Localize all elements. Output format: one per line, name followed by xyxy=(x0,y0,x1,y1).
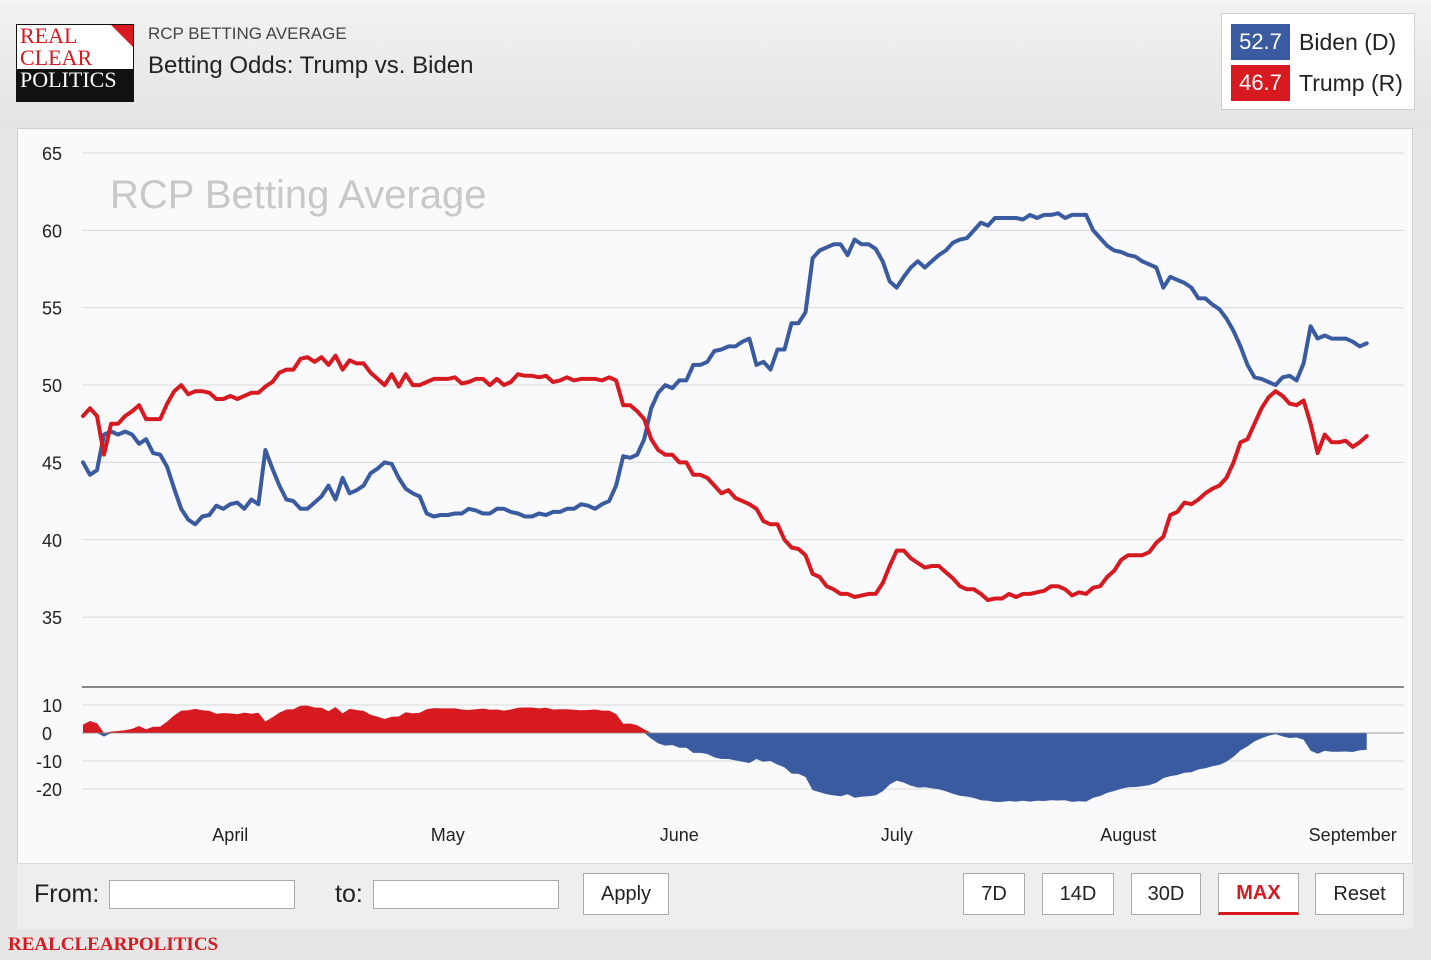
trump-series-line[interactable] xyxy=(81,353,1369,603)
y-tick-label: 40 xyxy=(42,531,62,551)
spread-area-trump-lead xyxy=(83,705,1367,733)
date-range-controls: From: to: xyxy=(17,863,1413,929)
spread-area xyxy=(82,705,1404,802)
legend-value-trump: 46.7 xyxy=(1231,65,1290,101)
legend-value-biden: 52.7 xyxy=(1231,24,1290,60)
spread-y-tick-label: 10 xyxy=(42,696,62,716)
realclearpolitics-logo[interactable]: REAL CLEAR POLITICS xyxy=(16,24,134,102)
y-tick-label: 65 xyxy=(42,144,62,164)
from-date-input[interactable] xyxy=(109,880,295,909)
to-label: to: xyxy=(335,880,363,908)
spread-y-tick-label: -10 xyxy=(36,752,62,772)
biden-series-line[interactable] xyxy=(81,211,1369,527)
y-tick-label: 45 xyxy=(42,453,62,473)
x-month-label: September xyxy=(1309,825,1397,845)
x-axis-month-labels: April May June July August September xyxy=(212,825,1396,845)
to-date-input[interactable] xyxy=(373,880,559,909)
betting-odds-chart[interactable]: RCP Betting Average 65 60 55 50 45 40 35 10 0 -10… xyxy=(0,0,1431,860)
legend-label-trump: Trump (R) xyxy=(1299,69,1403,96)
logo-line-1: REAL xyxy=(17,25,133,47)
y-axis-ticks: 65 60 55 50 45 40 35 10 0 -10 -20 xyxy=(36,144,62,800)
chart-watermark: RCP Betting Average xyxy=(110,173,487,217)
from-label: From: xyxy=(34,880,100,908)
range-30d-button[interactable]: 30D xyxy=(1131,873,1201,915)
y-tick-label: 60 xyxy=(42,221,62,241)
legend-label-biden: Biden (D) xyxy=(1299,28,1397,55)
apply-button[interactable]: Apply xyxy=(583,873,669,915)
spread-area-biden-lead xyxy=(83,733,1367,802)
range-max-button[interactable]: MAX xyxy=(1218,873,1299,915)
logo-line-2: CLEAR xyxy=(17,47,133,69)
legend-item-trump[interactable]: 46.7 Trump (R) xyxy=(1231,65,1403,101)
x-month-label: June xyxy=(660,825,699,845)
x-month-label: August xyxy=(1100,825,1156,845)
y-tick-label: 50 xyxy=(42,376,62,396)
legend-item-biden[interactable]: 52.7 Biden (D) xyxy=(1231,24,1396,60)
chart-supertitle: RCP BETTING AVERAGE xyxy=(148,24,347,43)
reset-button[interactable]: Reset xyxy=(1315,873,1404,915)
spread-y-tick-label: -20 xyxy=(36,780,62,800)
chart-title: Betting Odds: Trump vs. Biden xyxy=(148,52,474,79)
range-14d-button[interactable]: 14D xyxy=(1042,873,1114,915)
footer-logo[interactable]: REALCLEARPOLITICS xyxy=(8,934,219,955)
y-tick-label: 55 xyxy=(42,299,62,319)
legend-box: 52.7 Biden (D) 46.7 Trump (R) xyxy=(1221,13,1415,110)
x-month-label: April xyxy=(212,825,248,845)
logo-corner-flag xyxy=(111,25,133,47)
header: REAL CLEAR POLITICS RCP BETTING AVERAGE … xyxy=(0,0,1431,125)
x-month-label: May xyxy=(431,825,465,845)
logo-line-3: POLITICS xyxy=(17,69,133,91)
series-lines xyxy=(81,211,1369,603)
spread-y-tick-label: 0 xyxy=(42,724,52,744)
range-7d-button[interactable]: 7D xyxy=(963,873,1025,915)
y-tick-label: 35 xyxy=(42,608,62,628)
x-month-label: July xyxy=(881,825,913,845)
